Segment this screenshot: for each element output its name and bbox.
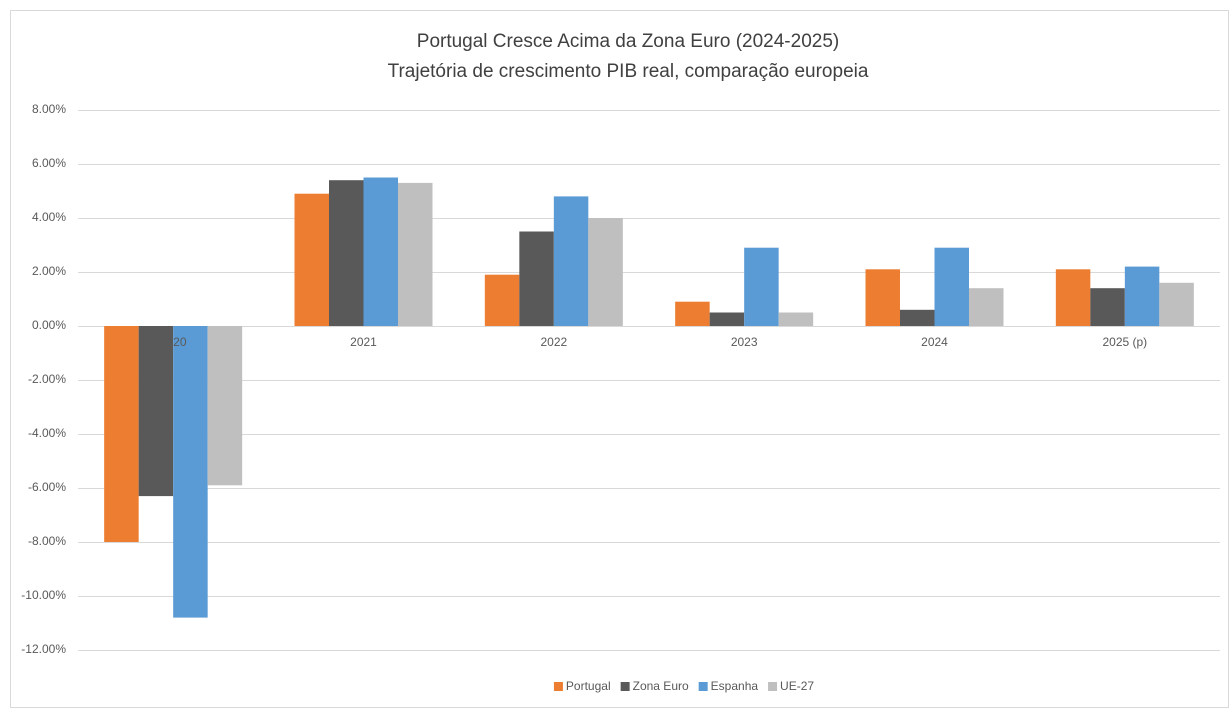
legend-label: Portugal bbox=[566, 679, 611, 693]
bar bbox=[934, 247, 969, 326]
legend: Portugal Zona Euro Espanha UE-27 bbox=[553, 679, 814, 693]
legend-swatch bbox=[768, 682, 778, 691]
y-tick-label: 4.00% bbox=[32, 210, 66, 224]
bar bbox=[778, 312, 814, 326]
bar bbox=[484, 274, 520, 326]
x-tick-label: 2024 bbox=[921, 335, 948, 349]
bar bbox=[363, 177, 398, 326]
y-tick-label: -2.00% bbox=[28, 372, 66, 386]
legend-swatch bbox=[553, 682, 563, 691]
bar bbox=[553, 196, 589, 326]
bar bbox=[519, 231, 554, 326]
grid bbox=[78, 110, 1220, 651]
legend-label: Zona Euro bbox=[633, 679, 689, 693]
chart-subtitle: Trajetória de crescimento PIB real, comp… bbox=[388, 61, 869, 82]
bar bbox=[104, 326, 139, 542]
bar bbox=[294, 193, 329, 326]
chart-title: Portugal Cresce Acima da Zona Euro (2024… bbox=[417, 31, 839, 52]
bar bbox=[675, 301, 710, 326]
bar bbox=[865, 269, 900, 326]
bar bbox=[744, 247, 779, 326]
bar bbox=[1090, 288, 1125, 326]
y-tick-label: -12.00% bbox=[21, 642, 66, 656]
y-tick-label: 6.00% bbox=[32, 156, 66, 170]
y-tick-label: -6.00% bbox=[28, 480, 66, 494]
bar bbox=[138, 326, 174, 497]
bar bbox=[398, 182, 433, 326]
bar bbox=[969, 288, 1004, 326]
legend-swatch bbox=[620, 682, 630, 691]
bar bbox=[709, 312, 745, 326]
legend-swatch bbox=[698, 682, 708, 691]
bar bbox=[1124, 266, 1160, 326]
bars bbox=[104, 177, 1194, 618]
y-tick-label: 8.00% bbox=[32, 102, 66, 116]
x-tick-label: 2022 bbox=[540, 335, 567, 349]
y-tick-label: -4.00% bbox=[28, 426, 66, 440]
y-tick-label: -8.00% bbox=[28, 534, 66, 548]
x-tick-label: 2025 (p) bbox=[1102, 335, 1147, 349]
x-tick-label: 2021 bbox=[350, 335, 377, 349]
bar bbox=[1055, 269, 1091, 326]
y-tick-label: -10.00% bbox=[21, 588, 66, 602]
x-tick-label: 2020 bbox=[160, 335, 187, 349]
y-tick-label: 2.00% bbox=[32, 264, 66, 278]
legend-label: UE-27 bbox=[780, 679, 814, 693]
bar bbox=[588, 218, 623, 326]
labels: -12.00% -10.00% -8.00% -6.00% -4.00% -2.00% 0.… bbox=[21, 102, 1147, 656]
bar bbox=[207, 326, 243, 486]
bar bbox=[1159, 282, 1194, 326]
y-tick-label: 0.00% bbox=[32, 318, 66, 332]
bar bbox=[173, 326, 208, 618]
bar bbox=[900, 309, 935, 326]
x-tick-label: 2023 bbox=[731, 335, 758, 349]
bar bbox=[329, 180, 364, 326]
legend-label: Espanha bbox=[711, 679, 759, 693]
